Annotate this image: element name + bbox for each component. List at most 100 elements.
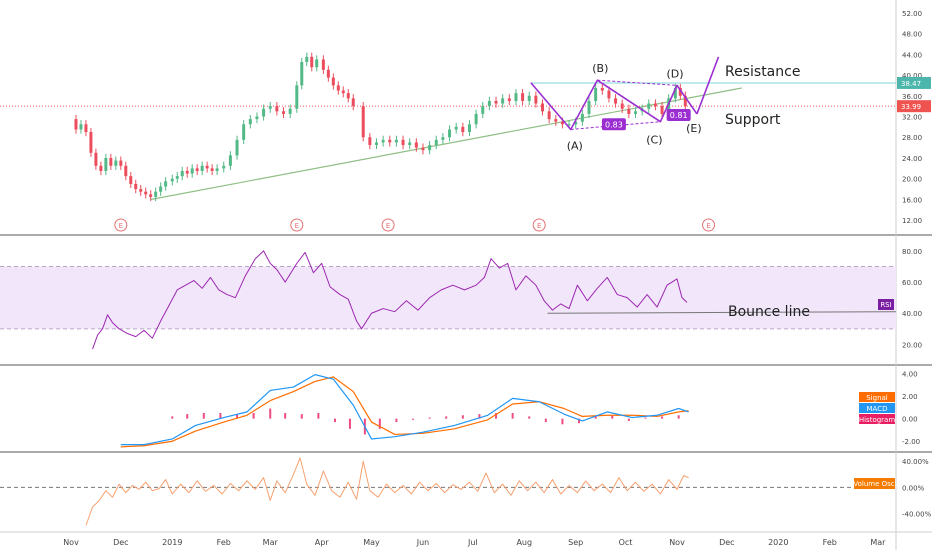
time-axis-label: Nov (63, 538, 79, 547)
macd-histogram-bar (186, 414, 189, 419)
candle-body (614, 98, 618, 104)
candle-body (554, 119, 558, 122)
candle-body (683, 95, 687, 107)
candle-body (428, 145, 432, 151)
candle-body (235, 139, 239, 156)
macd-tick-label: -2.00 (902, 438, 920, 446)
candle-body (175, 176, 179, 179)
vol-legend-label: Volume Osc (853, 480, 894, 488)
earnings-marker (114, 218, 128, 232)
support-annotation: Support (725, 112, 781, 128)
price-tick-label: 12.00 (902, 217, 922, 225)
vol-tick-label: 0.00% (902, 484, 925, 492)
macd-legend-badge (859, 403, 895, 413)
macd-histogram-bar (561, 418, 564, 425)
ratio-badge (601, 118, 626, 131)
candle-body (99, 165, 103, 171)
current-price-label: 33.99 (901, 103, 921, 111)
macd-legend-badge (859, 414, 895, 424)
time-axis-label: Sep (568, 538, 583, 547)
candle-body (268, 106, 272, 109)
candle-body (587, 100, 591, 114)
candle-body (567, 124, 571, 126)
price-tick-label: 40.00 (902, 72, 922, 80)
wave-projection-line (696, 56, 720, 115)
candle-body (620, 103, 624, 109)
candle-body (295, 85, 299, 109)
macd-histogram-bar (594, 416, 597, 419)
candle-body (388, 139, 392, 143)
macd-legend-label: Signal (866, 394, 888, 402)
macd-histogram-bar (578, 418, 581, 424)
candle-body (109, 157, 113, 166)
time-axis-label: Mar (263, 538, 279, 547)
macd-histogram-bar (333, 418, 336, 423)
candle-body (215, 168, 219, 171)
earnings-marker-label: E (706, 222, 710, 230)
candle-body (633, 111, 637, 114)
macd-histogram-bar (395, 418, 398, 423)
macd-tick-label: 2.00 (902, 393, 918, 401)
candle-body (374, 142, 378, 146)
resistance-annotation: Resistance (725, 64, 800, 80)
macd-histogram-bar (171, 416, 174, 419)
candle-body (381, 139, 385, 143)
candle-body (421, 147, 425, 151)
wave-bd-connector (597, 79, 678, 86)
candle-body (94, 152, 98, 166)
time-axis-label: Oct (619, 538, 633, 547)
candle-body (351, 98, 355, 107)
candle-body (414, 142, 418, 148)
macd-histogram-bar (252, 413, 255, 419)
candle-body (180, 170, 184, 177)
candle-body (467, 124, 471, 133)
candle-body (667, 98, 671, 114)
support-trendline (150, 87, 742, 201)
macd-histogram-bar (202, 413, 205, 419)
last-price-label: 38.47 (901, 80, 921, 88)
candle-body (394, 139, 398, 143)
price-tick-label: 44.00 (902, 51, 922, 59)
candle-body (627, 108, 631, 114)
candle-body (149, 194, 153, 197)
macd-histogram-bar (300, 414, 303, 419)
earnings-marker-label: E (537, 222, 541, 230)
candle-body (89, 132, 93, 153)
macd-histogram-bar (428, 417, 431, 419)
price-tick-label: 32.00 (902, 114, 922, 122)
candle-body (195, 168, 199, 171)
candle-body (154, 191, 158, 197)
candle-body (104, 157, 108, 171)
candle-body (315, 59, 319, 68)
rsi-band (0, 266, 896, 329)
candle-body (200, 165, 204, 171)
price-tick-label: 24.00 (902, 155, 922, 163)
price-tick-label: 48.00 (902, 31, 922, 39)
time-axis-label: Jul (467, 538, 478, 547)
candle-body (84, 124, 88, 133)
time-axis-label: Jun (416, 538, 430, 547)
candle-body (594, 87, 598, 101)
candle-body (346, 93, 350, 99)
wave-label: (D) (666, 67, 683, 80)
candle-body (534, 95, 538, 104)
candle-body (574, 121, 578, 125)
candle-body (255, 116, 259, 120)
rsi-tick-label: 80.00 (902, 248, 922, 256)
candle-body (242, 124, 246, 140)
candle-body (560, 121, 564, 125)
macd-line (120, 374, 689, 446)
candle-body (185, 170, 189, 174)
price-tick-label: 28.00 (902, 134, 922, 142)
price-tick-label: 36.00 (902, 93, 922, 101)
candle-body (129, 176, 133, 184)
macd-legend-badge (859, 392, 895, 402)
time-axis-label: Apr (315, 538, 330, 547)
candle-body (487, 100, 491, 107)
earnings-marker (702, 218, 716, 232)
candle-body (600, 87, 604, 91)
candle-body (494, 100, 498, 104)
candle-body (401, 139, 405, 146)
